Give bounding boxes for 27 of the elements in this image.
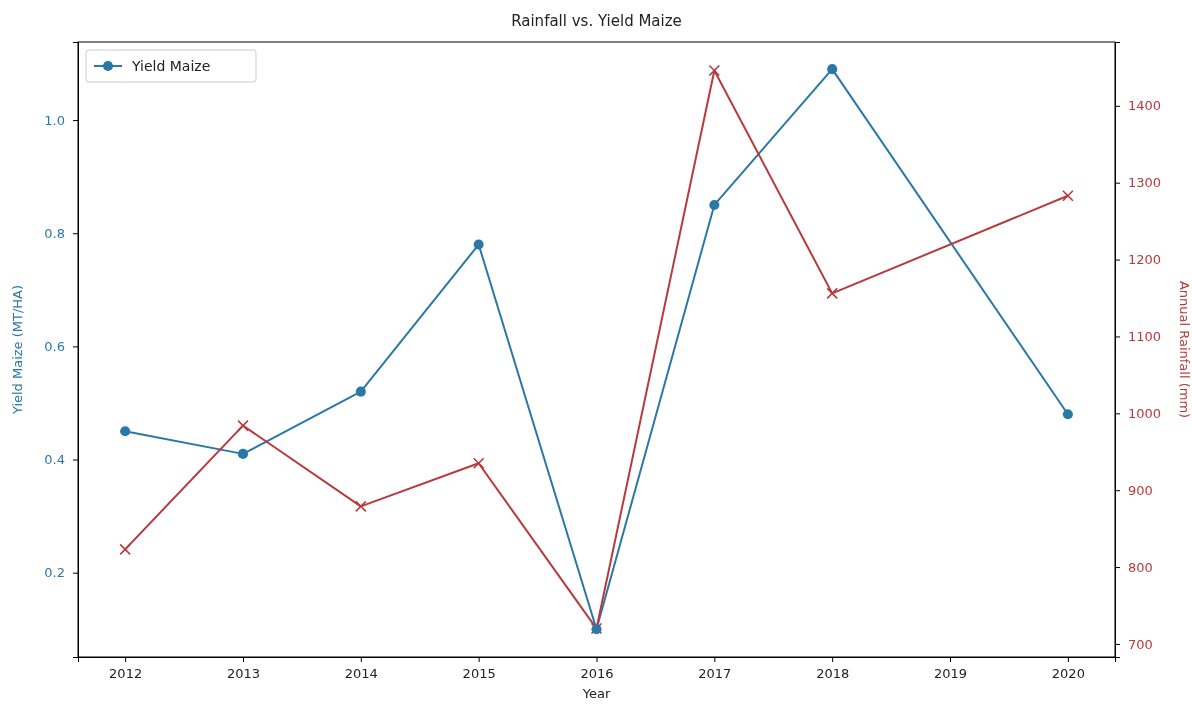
x-tick-label: 2015 <box>462 666 496 682</box>
y2-tick-label: 1200 <box>1128 252 1162 268</box>
x-tick-label: 2017 <box>698 666 732 682</box>
legend-label: Yield Maize <box>131 58 211 74</box>
y2-tick-label: 1100 <box>1128 329 1162 345</box>
y2-tick-label: 1000 <box>1128 405 1162 421</box>
x-axis-title: Year <box>581 686 611 701</box>
x-tick-label: 2019 <box>933 666 968 682</box>
y2-tick-label: 700 <box>1128 636 1153 652</box>
x-tick-label: 2014 <box>344 666 378 682</box>
y2-axis-title: Annual Rainfall (mm) <box>1177 280 1192 419</box>
x-tick-label: 2016 <box>580 666 614 682</box>
chart-title: Rainfall vs. Yield Maize <box>511 12 682 30</box>
y2-tick-label: 1300 <box>1128 175 1162 191</box>
y-tick-label: 0.2 <box>44 565 65 581</box>
y-tick-label: 0.4 <box>44 452 65 468</box>
y2-tick-label: 1400 <box>1128 98 1162 114</box>
x-tick-label: 2020 <box>1051 666 1085 682</box>
x-tick-label: 2013 <box>226 666 261 682</box>
y2-tick-label: 800 <box>1128 559 1153 575</box>
x-tick-label: 2012 <box>109 666 143 682</box>
y-tick-label: 0.8 <box>44 225 65 241</box>
y-tick-label: 0.6 <box>44 339 65 355</box>
y-tick-label: 1.0 <box>44 112 65 128</box>
y-axis-title: Yield Maize (MT/HA) <box>10 284 25 416</box>
y2-tick-label: 900 <box>1128 482 1153 498</box>
x-tick-label: 2018 <box>816 666 850 682</box>
